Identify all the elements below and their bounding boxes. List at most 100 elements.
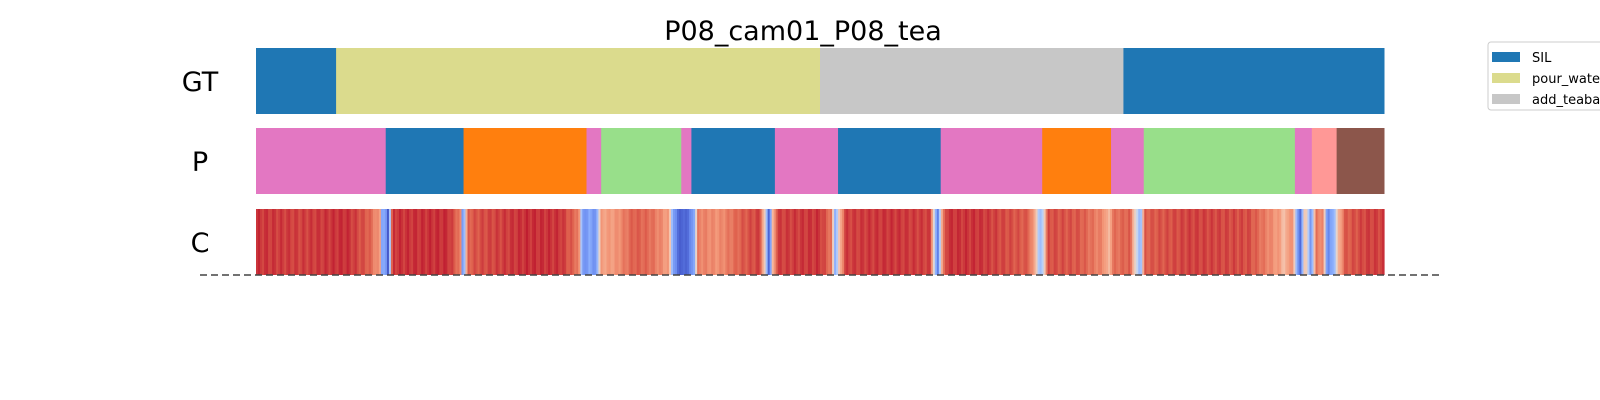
confidence-strip xyxy=(529,209,533,275)
confidence-strip xyxy=(880,209,884,275)
confidence-strip xyxy=(701,209,704,275)
confidence-strip xyxy=(660,209,664,275)
confidence-strip xyxy=(934,209,938,275)
confidence-strip xyxy=(904,209,908,275)
confidence-strip xyxy=(384,209,388,275)
rows-group: GT P C xyxy=(182,48,1385,275)
confidence-strip xyxy=(739,209,743,275)
confidence-strip xyxy=(952,209,956,275)
confidence-strip xyxy=(1033,209,1037,275)
confidence-strip xyxy=(431,209,434,275)
confidence-strip xyxy=(838,209,841,275)
confidence-strip xyxy=(1291,209,1294,275)
confidence-strip xyxy=(1178,209,1182,275)
confidence-strip xyxy=(735,209,739,275)
confidence-strip xyxy=(356,209,360,275)
confidence-strip xyxy=(727,209,730,275)
segment-p-7 xyxy=(774,128,839,194)
confidence-strip xyxy=(1311,209,1315,275)
confidence-strip xyxy=(868,209,871,275)
confidence-strip xyxy=(425,209,428,275)
confidence-strip xyxy=(693,209,696,275)
confidence-strip xyxy=(586,209,589,275)
confidence-strip xyxy=(362,209,366,275)
confidence-strip xyxy=(517,209,521,275)
confidence-strip xyxy=(755,209,759,275)
confidence-strip xyxy=(1114,209,1117,275)
confidence-strip xyxy=(1051,209,1055,275)
row-gt: GT xyxy=(182,48,1385,114)
confidence-strip xyxy=(912,209,916,275)
confidence-strip xyxy=(1168,209,1172,275)
confidence-strip xyxy=(1087,209,1091,275)
confidence-strip xyxy=(413,209,416,275)
confidence-strip xyxy=(394,209,398,275)
confidence-strip xyxy=(731,209,734,275)
confidence-strip xyxy=(423,209,426,275)
confidence-strip xyxy=(1343,209,1347,275)
confidence-strip xyxy=(866,209,869,275)
confidence-strip xyxy=(306,209,309,275)
confidence-strip xyxy=(584,209,587,275)
confidence-strip xyxy=(1182,209,1186,275)
confidence-strip xyxy=(461,209,465,275)
confidence-strip xyxy=(1029,209,1033,275)
confidence-strip xyxy=(1271,209,1274,275)
confidence-strip xyxy=(1230,209,1234,275)
confidence-strip xyxy=(771,209,775,275)
confidence-strip xyxy=(582,209,585,275)
confidence-strip xyxy=(650,209,654,275)
confidence-strip xyxy=(364,209,368,275)
confidence-strip xyxy=(1001,209,1004,275)
confidence-strip xyxy=(1142,209,1145,275)
confidence-strip xyxy=(906,209,910,275)
confidence-strip xyxy=(302,209,305,275)
confidence-strip xyxy=(1377,209,1381,275)
confidence-strip xyxy=(1269,209,1272,275)
confidence-strip xyxy=(1063,209,1067,275)
confidence-strip xyxy=(672,209,676,275)
confidence-strip xyxy=(1238,209,1242,275)
confidence-strip xyxy=(266,209,269,275)
confidence-strip xyxy=(681,209,684,275)
confidence-strip xyxy=(483,209,487,275)
confidence-strip xyxy=(503,209,507,275)
confidence-strip xyxy=(314,209,318,275)
confidence-strip xyxy=(1065,209,1069,275)
confidence-strip xyxy=(1110,209,1113,275)
confidence-strip xyxy=(1081,209,1085,275)
confidence-strip xyxy=(687,209,690,275)
confidence-strip xyxy=(1003,209,1006,275)
confidence-strip xyxy=(1170,209,1174,275)
confidence-strip xyxy=(433,209,436,275)
confidence-strip xyxy=(1089,209,1093,275)
confidence-strip xyxy=(334,209,338,275)
confidence-strip xyxy=(481,209,485,275)
confidence-strip xyxy=(1180,209,1184,275)
confidence-strip xyxy=(1188,209,1192,275)
confidence-strip xyxy=(989,209,992,275)
confidence-strip xyxy=(1047,209,1051,275)
row-label: GT xyxy=(182,67,219,98)
confidence-strip xyxy=(636,209,640,275)
confidence-strip xyxy=(674,209,678,275)
confidence-strip xyxy=(1196,209,1200,275)
confidence-strip xyxy=(922,209,926,275)
confidence-strip xyxy=(521,209,525,275)
confidence-strip xyxy=(1309,209,1313,275)
confidence-strip xyxy=(441,209,444,275)
confidence-strip xyxy=(499,209,503,275)
confidence-strip xyxy=(709,209,712,275)
confidence-strip xyxy=(546,209,549,275)
confidence-strip xyxy=(1339,209,1343,275)
confidence-strip xyxy=(938,209,942,275)
confidence-strip xyxy=(616,209,620,275)
confidence-strip xyxy=(725,209,728,275)
confidence-strip xyxy=(916,209,920,275)
confidence-strip xyxy=(918,209,922,275)
confidence-strip xyxy=(743,209,747,275)
confidence-strip xyxy=(991,209,994,275)
confidence-strip xyxy=(1337,209,1341,275)
confidence-strip xyxy=(360,209,364,275)
confidence-strip xyxy=(715,209,718,275)
